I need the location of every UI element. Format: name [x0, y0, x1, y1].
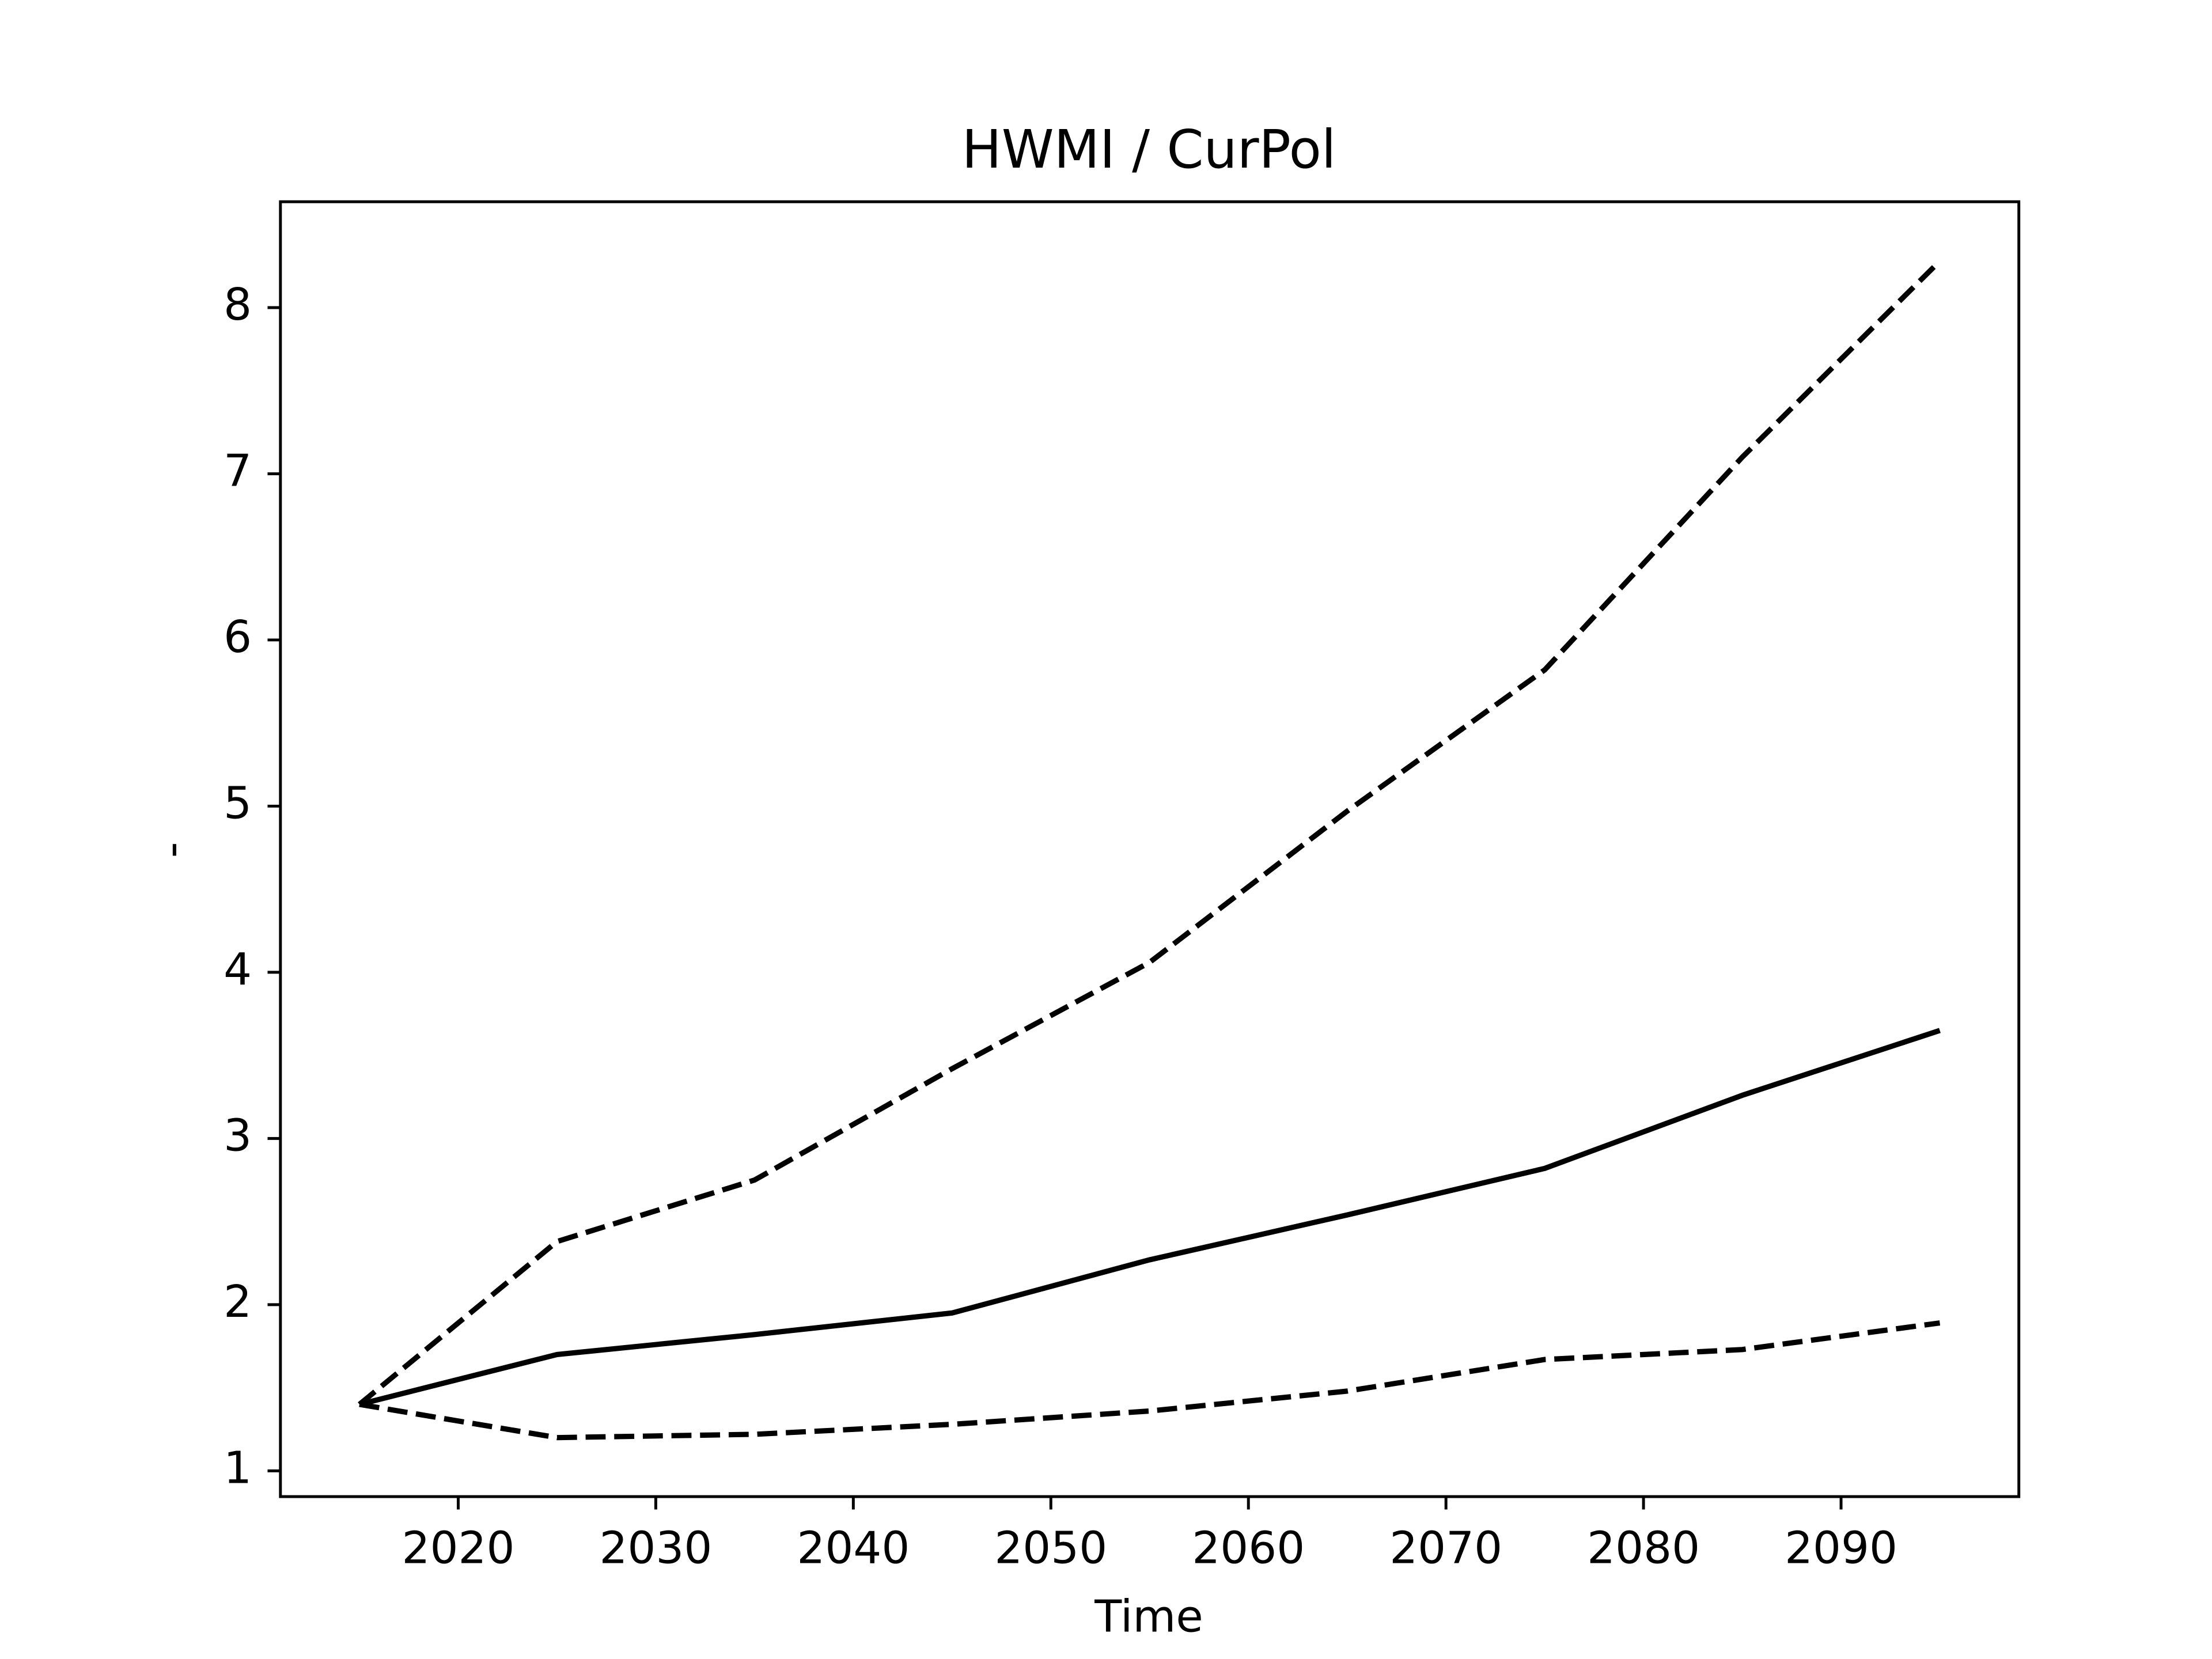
chart-title: HWMI / CurPol [962, 119, 1336, 180]
y-tick-label: 5 [224, 778, 252, 829]
x-axis-label: Time [1094, 1592, 1203, 1643]
x-tick-label: 2070 [1389, 1522, 1502, 1574]
y-tick-label: 6 [224, 612, 252, 663]
x-tick-label: 2040 [797, 1522, 910, 1574]
y-tick-label: 3 [224, 1110, 252, 1161]
y-axis-label: - [146, 842, 198, 858]
x-tick-label: 2030 [599, 1522, 712, 1574]
x-tick-label: 2090 [1785, 1522, 1897, 1574]
line-series [358, 1028, 1941, 1407]
x-tick-label: 2060 [1192, 1522, 1305, 1574]
plot-frame [279, 200, 2021, 1498]
line-series [359, 1320, 1941, 1441]
y-tick-label: 2 [224, 1277, 252, 1328]
x-tick-label: 2020 [402, 1522, 515, 1574]
y-tick-label: 4 [224, 944, 252, 995]
y-tick-label: 7 [224, 445, 252, 497]
x-tick-label: 2080 [1587, 1522, 1700, 1574]
x-tick-label: 2050 [994, 1522, 1107, 1574]
y-tick-label: 8 [224, 279, 252, 331]
y-tick-label: 1 [224, 1442, 252, 1494]
line-series [358, 259, 1942, 1407]
